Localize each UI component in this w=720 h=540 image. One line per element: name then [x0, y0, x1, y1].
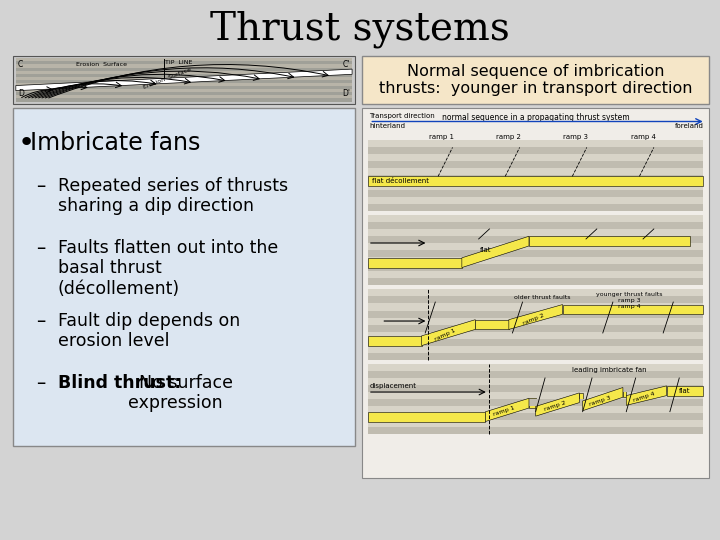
Text: Fault dip depends on
erosion level: Fault dip depends on erosion level — [58, 312, 240, 350]
Bar — [368, 413, 703, 420]
Bar — [667, 386, 703, 396]
Bar — [368, 147, 703, 154]
Text: ramp 3
ramp 4: ramp 3 ramp 4 — [618, 298, 641, 309]
Text: ramp 2: ramp 2 — [543, 400, 566, 412]
Bar — [16, 58, 352, 102]
Bar — [16, 80, 352, 83]
Bar — [368, 289, 703, 360]
Bar — [529, 237, 690, 246]
Text: Normal sequence of imbrication
thrusts:  younger in transport direction: Normal sequence of imbrication thrusts: … — [379, 64, 693, 96]
Text: Repeated series of thrusts
sharing a dip direction: Repeated series of thrusts sharing a dip… — [58, 177, 288, 215]
Bar — [368, 412, 485, 422]
Bar — [475, 320, 509, 329]
Text: older thrust faults: older thrust faults — [514, 295, 571, 300]
Bar — [368, 250, 703, 257]
Text: C': C' — [343, 60, 350, 70]
Text: D': D' — [342, 89, 350, 98]
Text: ramp 1: ramp 1 — [433, 328, 456, 342]
Bar — [368, 222, 703, 229]
Text: normal sequence in a propagating thrust system: normal sequence in a propagating thrust … — [442, 113, 629, 123]
Text: flat: flat — [679, 388, 690, 394]
Text: –: – — [36, 312, 45, 330]
Text: leading imbricate fan: leading imbricate fan — [572, 367, 647, 373]
Text: –: – — [36, 177, 45, 195]
Bar — [16, 92, 352, 96]
Text: ramp 4: ramp 4 — [631, 134, 655, 140]
Text: TIP  LINE: TIP LINE — [165, 60, 193, 65]
Text: foreland: foreland — [675, 123, 703, 129]
Text: displacement: displacement — [369, 383, 416, 389]
Bar — [368, 215, 703, 285]
Text: hinterland: hinterland — [369, 123, 405, 129]
Bar — [368, 364, 703, 434]
Text: ramp 2: ramp 2 — [496, 134, 521, 140]
Bar — [368, 353, 703, 360]
Bar — [368, 399, 703, 406]
Text: Faults flatten out into the
basal thrust
(décollement): Faults flatten out into the basal thrust… — [58, 239, 278, 298]
Bar — [16, 74, 352, 77]
Bar — [368, 258, 462, 268]
Bar — [368, 264, 703, 271]
FancyBboxPatch shape — [362, 108, 709, 478]
Text: •: • — [18, 129, 35, 157]
Bar — [368, 371, 703, 378]
Polygon shape — [462, 237, 529, 268]
Polygon shape — [582, 388, 623, 411]
Bar — [368, 296, 703, 303]
Bar — [368, 310, 703, 318]
Text: –: – — [36, 374, 45, 393]
Polygon shape — [16, 69, 352, 91]
Text: ramp 4: ramp 4 — [632, 392, 655, 403]
FancyBboxPatch shape — [13, 56, 355, 104]
Text: Imbricate fans: Imbricate fans — [30, 131, 201, 155]
Bar — [368, 336, 422, 346]
Bar — [368, 278, 703, 285]
Bar — [623, 388, 626, 397]
Text: Blind thrust:: Blind thrust: — [58, 374, 181, 391]
Text: Erosion  Surface: Erosion Surface — [143, 67, 192, 90]
Bar — [529, 399, 536, 408]
Bar — [368, 339, 703, 346]
Text: D: D — [18, 89, 24, 98]
FancyBboxPatch shape — [362, 56, 709, 104]
Text: –: – — [36, 239, 45, 258]
Polygon shape — [626, 386, 667, 406]
Bar — [16, 68, 352, 71]
Bar — [368, 325, 703, 332]
Bar — [368, 385, 703, 392]
Text: ramp 2: ramp 2 — [522, 313, 545, 326]
Text: ramp 1: ramp 1 — [429, 134, 454, 140]
Bar — [368, 140, 703, 211]
Bar — [16, 98, 352, 102]
Text: ramp 1: ramp 1 — [492, 406, 516, 417]
Text: younger thrust faults: younger thrust faults — [596, 292, 663, 297]
Text: flat: flat — [480, 247, 491, 253]
Text: C: C — [18, 60, 23, 70]
Bar — [368, 176, 703, 186]
Polygon shape — [536, 393, 580, 416]
FancyBboxPatch shape — [13, 108, 355, 446]
Bar — [368, 190, 703, 197]
Polygon shape — [509, 305, 562, 329]
Polygon shape — [422, 320, 475, 346]
Bar — [368, 161, 703, 168]
Text: Thrust systems: Thrust systems — [210, 11, 510, 49]
Text: ramp 3: ramp 3 — [564, 134, 588, 140]
Bar — [368, 176, 703, 183]
Bar — [368, 204, 703, 211]
Text: flat décollement: flat décollement — [372, 178, 428, 184]
Text: No surface
expression: No surface expression — [128, 374, 233, 413]
Bar — [16, 62, 352, 64]
Bar — [368, 236, 703, 243]
Bar — [580, 393, 582, 403]
Text: Erosion  Surface: Erosion Surface — [76, 62, 127, 66]
Text: ramp 3: ramp 3 — [588, 395, 611, 407]
Bar — [562, 305, 703, 314]
Bar — [16, 86, 352, 89]
Polygon shape — [485, 399, 529, 422]
Bar — [368, 427, 703, 434]
Text: Transport direction: Transport direction — [369, 113, 435, 119]
